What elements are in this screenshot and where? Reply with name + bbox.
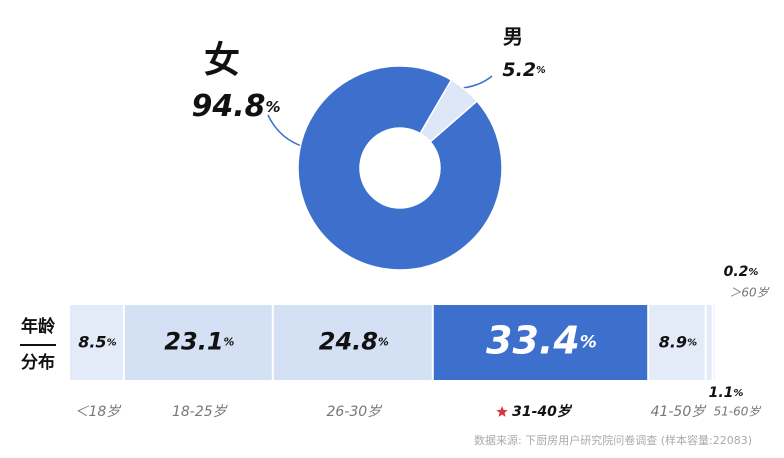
bar-segment	[706, 305, 712, 380]
slice-label: 女	[204, 40, 240, 81]
bar-segment	[70, 305, 123, 380]
highlight-star	[496, 406, 508, 417]
value-label: 8.5%	[78, 332, 116, 351]
axis-label: 年龄分布	[21, 316, 56, 373]
category-label: ＞60岁	[729, 286, 769, 300]
bar-segment	[273, 305, 432, 380]
value-label: 33.4%	[486, 318, 597, 362]
value-label: 8.9%	[659, 332, 697, 351]
pie-slice	[419, 78, 479, 143]
bar-segment	[713, 305, 715, 380]
category-label: 18-25岁	[172, 404, 229, 420]
value-label: 0.2%	[724, 264, 759, 280]
value-label: 1.1%	[709, 385, 744, 401]
slice-label: 男	[503, 25, 523, 49]
category-label: 31-40岁	[512, 403, 573, 420]
source-note: 数据来源: 下厨房用户研究院问卷调查 (样本容量:22083)	[474, 433, 752, 447]
bar-segment	[124, 305, 272, 380]
category-label: ＜18岁	[74, 404, 122, 420]
category-label: 41-50岁	[651, 404, 708, 420]
bar-segment	[649, 305, 705, 380]
value-label: 5.2%	[502, 59, 545, 81]
value-label: 94.8%	[191, 89, 280, 124]
category-label: 26-30岁	[326, 404, 383, 420]
pie-slice	[297, 65, 503, 271]
leader-line	[461, 75, 493, 89]
category-label: 51-60岁	[714, 405, 762, 419]
bar-segment	[433, 305, 648, 380]
value-label: 23.1%	[164, 328, 234, 356]
value-label: 24.8%	[319, 328, 389, 356]
